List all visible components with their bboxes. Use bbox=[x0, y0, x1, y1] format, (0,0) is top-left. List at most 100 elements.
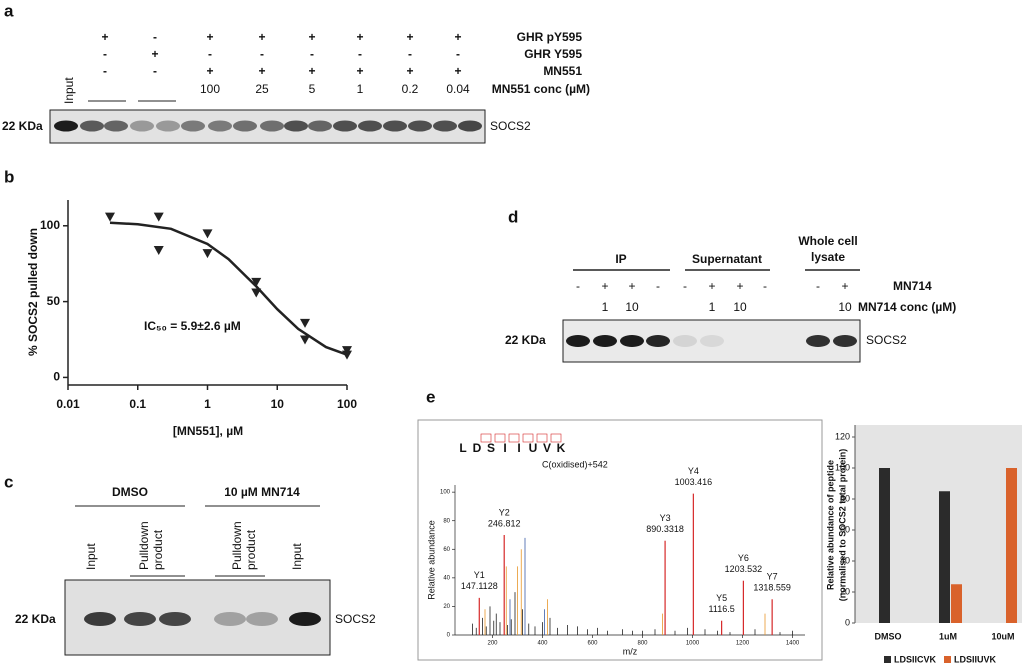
x-tick-label: 800 bbox=[637, 641, 648, 647]
group-label: lysate bbox=[811, 250, 845, 264]
x-tick-label: 1200 bbox=[736, 641, 750, 647]
conc: 1 bbox=[357, 82, 364, 96]
protein-label: SOCS2 bbox=[866, 333, 907, 347]
bar bbox=[1006, 468, 1017, 623]
data-point bbox=[342, 350, 352, 360]
row-label: MN551 bbox=[543, 64, 582, 78]
sign: + bbox=[356, 30, 363, 44]
peak-mz: 147.1128 bbox=[461, 581, 498, 591]
y-tick-label: 60 bbox=[443, 547, 450, 553]
sign: + bbox=[406, 30, 413, 44]
y-axis-label: Relative abundance of peptide bbox=[825, 460, 835, 590]
panel-label: c bbox=[4, 472, 13, 491]
sign: + bbox=[101, 30, 108, 44]
y-tick-label: 20 bbox=[443, 604, 450, 610]
sign: + bbox=[206, 64, 213, 78]
peak-label: Y3 bbox=[660, 513, 671, 523]
sign: + bbox=[308, 30, 315, 44]
bar bbox=[939, 491, 950, 623]
sign: + bbox=[736, 279, 743, 293]
protein-label: SOCS2 bbox=[335, 612, 376, 626]
x-tick-label: 200 bbox=[487, 641, 498, 647]
conc-label: MN714 conc (µM) bbox=[858, 300, 956, 314]
group-label: 10 µM MN714 bbox=[224, 485, 300, 499]
sign: - bbox=[208, 47, 212, 61]
y-tick-label: 40 bbox=[443, 575, 450, 581]
x-tick-label: 10 bbox=[271, 397, 285, 411]
legend-swatch bbox=[884, 656, 891, 663]
band bbox=[593, 335, 617, 347]
sign: - bbox=[576, 279, 580, 293]
marker-label: 22 KDa bbox=[2, 119, 43, 133]
y-tick-label: 40 bbox=[840, 555, 850, 565]
conc: 25 bbox=[255, 82, 269, 96]
band bbox=[181, 120, 205, 132]
y-tick-label: 60 bbox=[840, 524, 850, 534]
band bbox=[700, 335, 724, 347]
lane-label: Input bbox=[62, 77, 76, 104]
data-point bbox=[300, 335, 311, 345]
y-tick-label: 0 bbox=[53, 370, 60, 384]
x-axis-label: [MN551], µM bbox=[173, 424, 243, 438]
residue: I bbox=[503, 441, 506, 455]
residue: U bbox=[529, 441, 538, 455]
peak-mz: 1003.416 bbox=[675, 477, 713, 487]
peak-mz: 1116.5 bbox=[709, 604, 735, 614]
x-tick-label: 100 bbox=[337, 397, 357, 411]
legend-label: LDSIIUVK bbox=[954, 654, 997, 664]
band bbox=[383, 120, 407, 132]
residue: S bbox=[487, 441, 495, 455]
band bbox=[833, 335, 857, 347]
ion-box bbox=[494, 433, 506, 443]
x-tick-label: 400 bbox=[537, 641, 548, 647]
sign: + bbox=[206, 30, 213, 44]
data-point bbox=[104, 212, 115, 222]
sign: - bbox=[358, 47, 362, 61]
band bbox=[308, 120, 332, 132]
peak-mz: 890.3318 bbox=[646, 524, 684, 534]
y-tick-label: 100 bbox=[40, 218, 60, 232]
conc: 5 bbox=[309, 82, 316, 96]
sign: + bbox=[356, 64, 363, 78]
bar bbox=[951, 584, 962, 623]
residue: L bbox=[459, 441, 466, 455]
x-tick-label: DMSO bbox=[875, 631, 902, 641]
y-tick-label: 50 bbox=[47, 294, 61, 308]
band bbox=[54, 120, 78, 132]
spectrum-frame bbox=[417, 419, 823, 661]
sign: + bbox=[601, 279, 608, 293]
band bbox=[458, 120, 482, 132]
sign: - bbox=[310, 47, 314, 61]
panel-label: e bbox=[426, 387, 435, 406]
peak-label: Y1 bbox=[474, 570, 485, 580]
peak-label: Y2 bbox=[499, 507, 510, 517]
panel-label: a bbox=[4, 1, 14, 20]
residue: D bbox=[473, 441, 482, 455]
panel-label: b bbox=[4, 167, 14, 186]
band bbox=[104, 120, 128, 132]
sign: - bbox=[656, 279, 660, 293]
sign: - bbox=[153, 30, 157, 44]
marker-label: 22 KDa bbox=[15, 612, 56, 626]
x-tick-label: 10uM bbox=[991, 631, 1014, 641]
sign: - bbox=[103, 64, 107, 78]
data-point bbox=[202, 249, 213, 259]
protein-label: SOCS2 bbox=[490, 119, 531, 133]
sign: + bbox=[628, 279, 635, 293]
conc: 10 bbox=[625, 300, 639, 314]
marker-label: 22 KDa bbox=[505, 333, 546, 347]
y-axis-label: (normalised to SOCS2 total protein) bbox=[837, 449, 847, 602]
lane-label: Pulldown bbox=[137, 521, 151, 570]
data-point bbox=[153, 212, 164, 222]
ion-box bbox=[480, 433, 492, 443]
data-point bbox=[251, 288, 262, 298]
x-tick-label: 1400 bbox=[786, 641, 800, 647]
group-label: Whole cell bbox=[798, 234, 857, 248]
band bbox=[130, 120, 154, 132]
sign: + bbox=[308, 64, 315, 78]
sign: + bbox=[454, 30, 461, 44]
band bbox=[284, 120, 308, 132]
lane-label: Pulldown bbox=[230, 521, 244, 570]
sign: - bbox=[683, 279, 687, 293]
